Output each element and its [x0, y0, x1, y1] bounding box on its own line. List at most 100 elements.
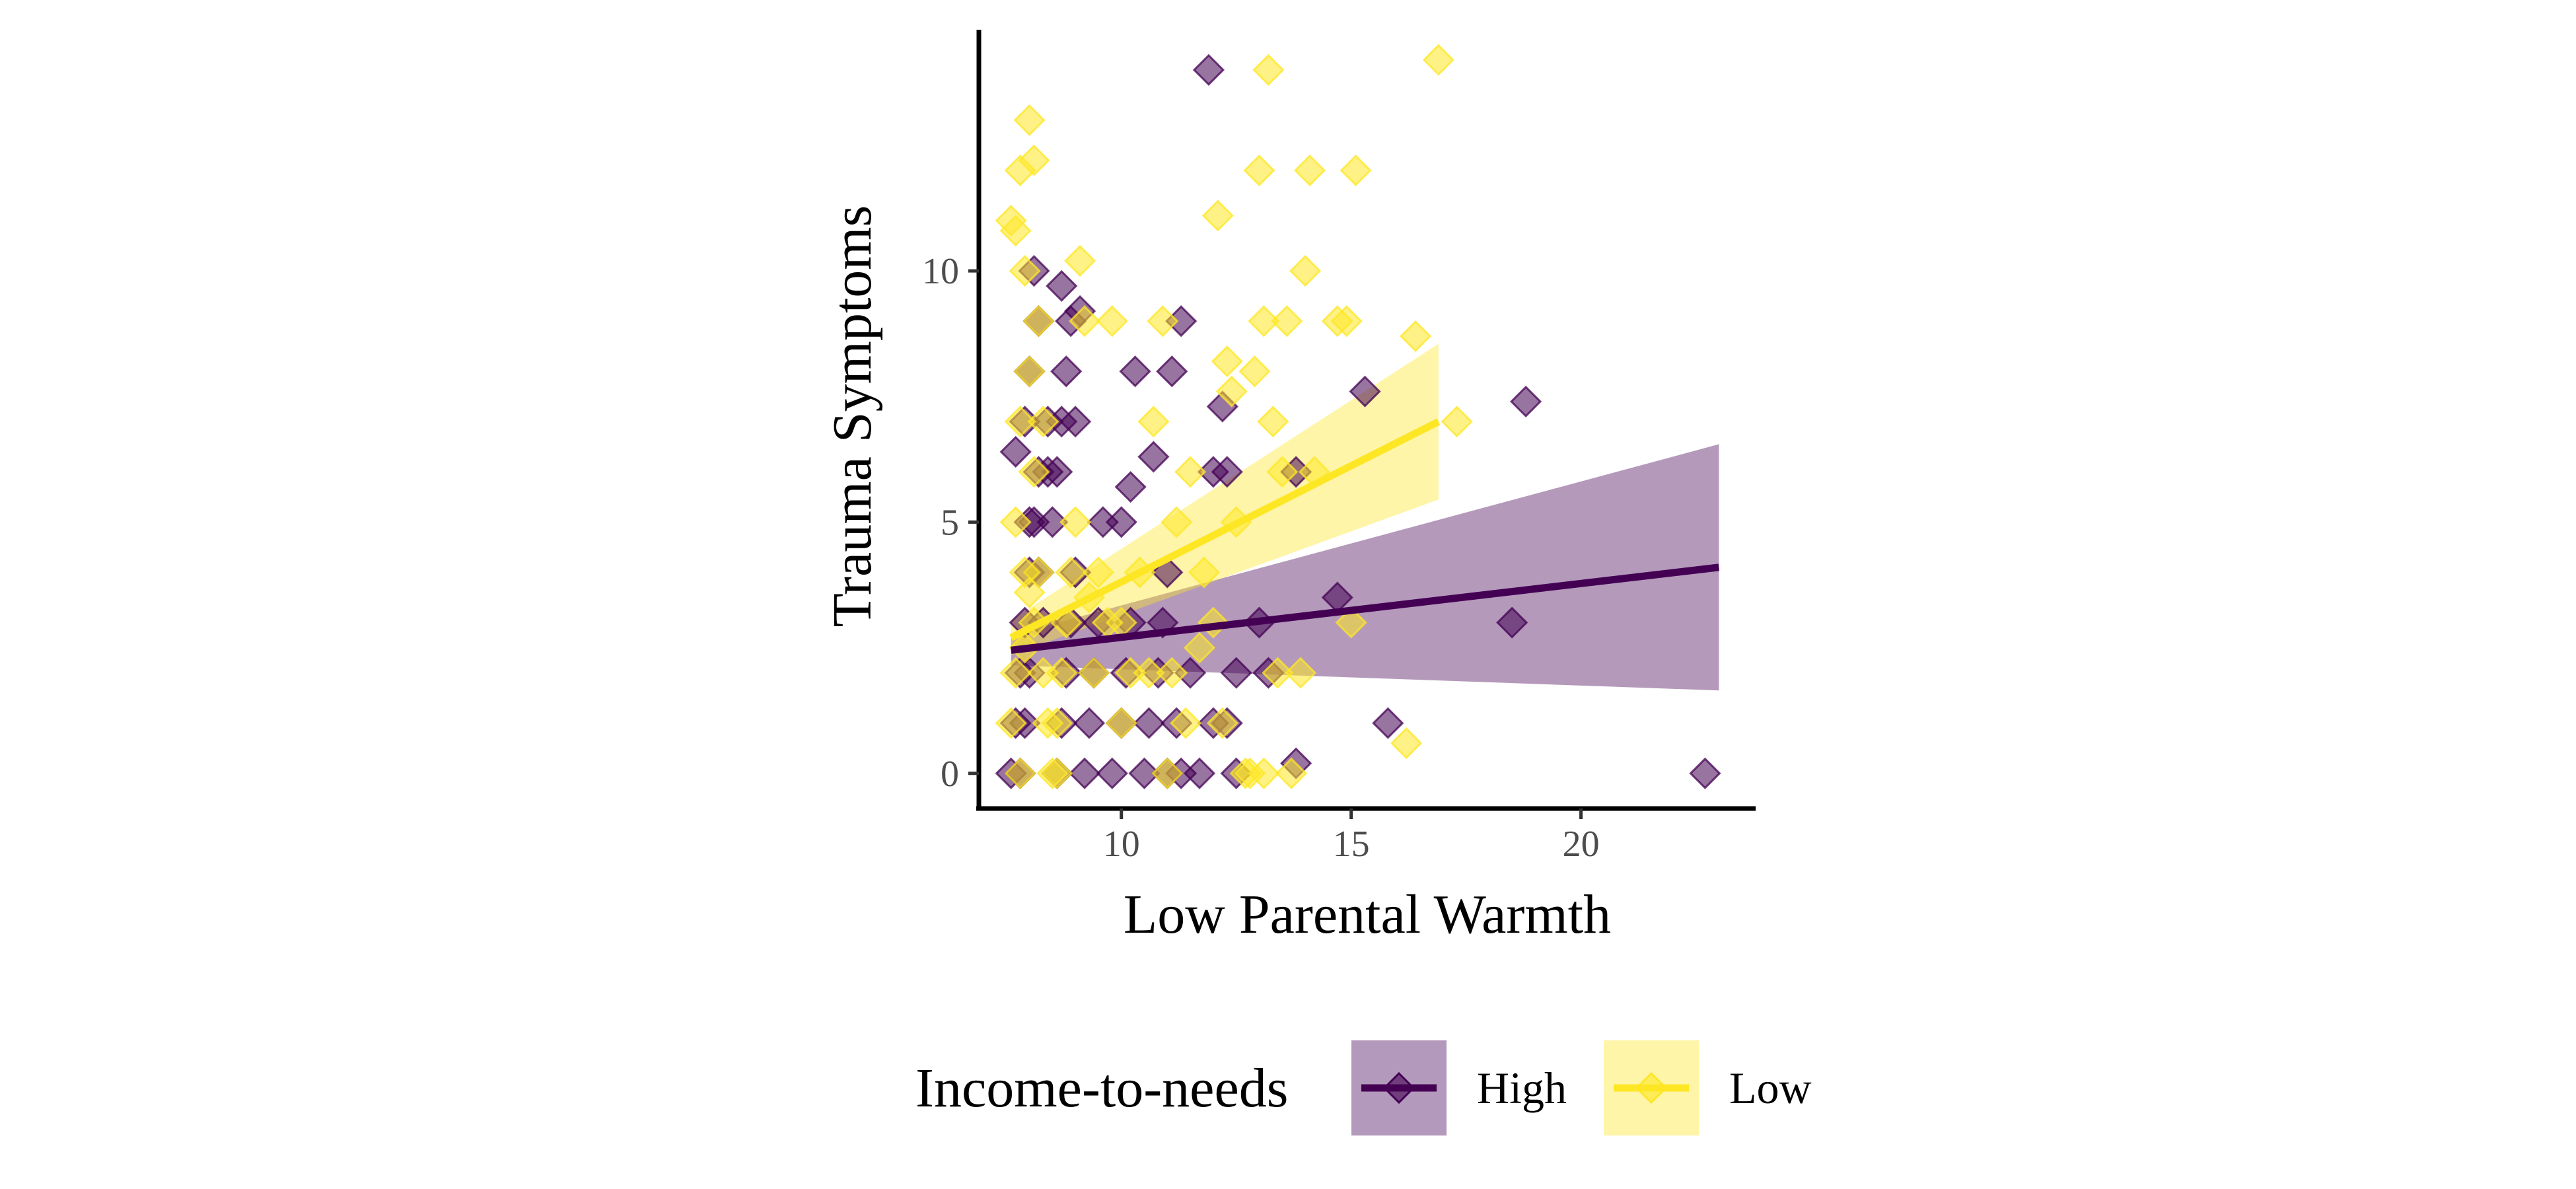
point-high: [1689, 757, 1721, 789]
point-low: [1271, 305, 1303, 338]
point-low: [1183, 631, 1216, 664]
point-low: [1422, 44, 1454, 76]
point-low: [1215, 375, 1248, 408]
point-low: [1293, 154, 1326, 187]
point-high: [1372, 707, 1404, 739]
point-low: [1082, 556, 1115, 589]
point-high: [1133, 707, 1165, 739]
point-high: [1156, 355, 1188, 388]
point-low: [1022, 305, 1055, 338]
point-low: [999, 657, 1032, 689]
point-low: [1335, 606, 1367, 639]
legend-key-high-marker: [1382, 1071, 1415, 1104]
legend-key-high: [1351, 1040, 1447, 1135]
fit-line-low: [1009, 418, 1441, 641]
point-high: [1183, 757, 1216, 789]
y-axis-ticks: 0 5 10: [922, 251, 979, 795]
y-tick-label: 5: [941, 502, 959, 543]
point-low: [1441, 406, 1473, 438]
point-low: [1174, 456, 1207, 488]
point-high: [1096, 757, 1128, 789]
point-low: [999, 506, 1032, 538]
point-low: [1009, 254, 1041, 287]
legend-label-low: Low: [1729, 1063, 1812, 1113]
point-low: [1248, 757, 1280, 789]
point-low: [1032, 707, 1064, 739]
point-high: [1496, 606, 1528, 639]
point-high: [1137, 441, 1170, 473]
legend-key-low-marker: [1635, 1071, 1668, 1104]
point-low: [1137, 406, 1170, 438]
point-low: [1041, 757, 1073, 789]
data-points: [995, 44, 1721, 789]
point-high: [1068, 757, 1101, 789]
point-low: [1266, 456, 1299, 488]
point-high: [1036, 506, 1069, 538]
point-low: [995, 707, 1027, 739]
point-low: [1238, 355, 1271, 388]
x-tick-label: 10: [1103, 824, 1140, 865]
point-high: [999, 435, 1032, 468]
point-low: [999, 215, 1032, 247]
point-low: [1206, 707, 1238, 739]
point-low: [1252, 54, 1285, 86]
point-low: [1013, 104, 1046, 137]
point-low: [1248, 305, 1280, 338]
y-tick-label: 10: [922, 251, 959, 292]
point-low: [1147, 305, 1179, 338]
point-low: [1151, 757, 1184, 789]
point-low: [1013, 355, 1046, 388]
point-high: [1349, 375, 1381, 408]
point-high: [1050, 355, 1083, 388]
point-low: [1018, 144, 1050, 176]
point-high: [1105, 506, 1137, 538]
point-low: [1013, 576, 1046, 609]
point-high: [1059, 406, 1092, 438]
point-low: [1027, 406, 1059, 438]
point-low: [1289, 254, 1322, 287]
point-low: [1105, 707, 1137, 739]
legend-title: Income-to-needs: [915, 1058, 1288, 1119]
point-low: [1262, 657, 1294, 689]
x-tick-label: 15: [1333, 824, 1370, 865]
point-low: [1156, 657, 1188, 689]
point-high: [1073, 707, 1106, 739]
y-tick-label: 0: [941, 754, 959, 795]
point-low: [1077, 657, 1110, 689]
point-low: [1284, 657, 1317, 689]
confidence-band-low: [1011, 343, 1439, 656]
point-low: [1004, 757, 1036, 789]
point-low: [1275, 757, 1308, 789]
point-low: [1330, 305, 1363, 338]
point-high: [1128, 757, 1161, 789]
legend-key-low: [1604, 1040, 1699, 1135]
point-high: [1114, 471, 1147, 503]
point-low: [1063, 244, 1096, 277]
point-low: [1201, 199, 1234, 232]
legend-label-high: High: [1477, 1063, 1567, 1113]
point-low: [1243, 154, 1275, 187]
fit-lines: [1009, 418, 1719, 654]
point-low: [1390, 727, 1423, 760]
point-low: [1046, 657, 1078, 689]
point-high: [1119, 355, 1151, 388]
legend: Income-to-needs High Low: [915, 1040, 1812, 1135]
point-low: [1055, 556, 1087, 589]
y-axis-title: Trauma Symptoms: [822, 205, 883, 628]
point-high: [1509, 385, 1542, 417]
point-high: [1211, 456, 1243, 488]
point-high: [1220, 657, 1252, 689]
x-axis-title: Low Parental Warmth: [1124, 884, 1611, 945]
point-low: [1211, 345, 1243, 378]
point-low: [1018, 456, 1050, 488]
point-low: [1170, 707, 1202, 739]
point-low: [1059, 506, 1092, 538]
fit-line-high: [1011, 563, 1719, 654]
point-low: [1161, 506, 1193, 538]
point-low: [1257, 406, 1289, 438]
point-low: [1188, 556, 1221, 589]
point-low: [1068, 305, 1101, 338]
point-low: [1004, 406, 1036, 438]
point-high: [1192, 54, 1225, 86]
